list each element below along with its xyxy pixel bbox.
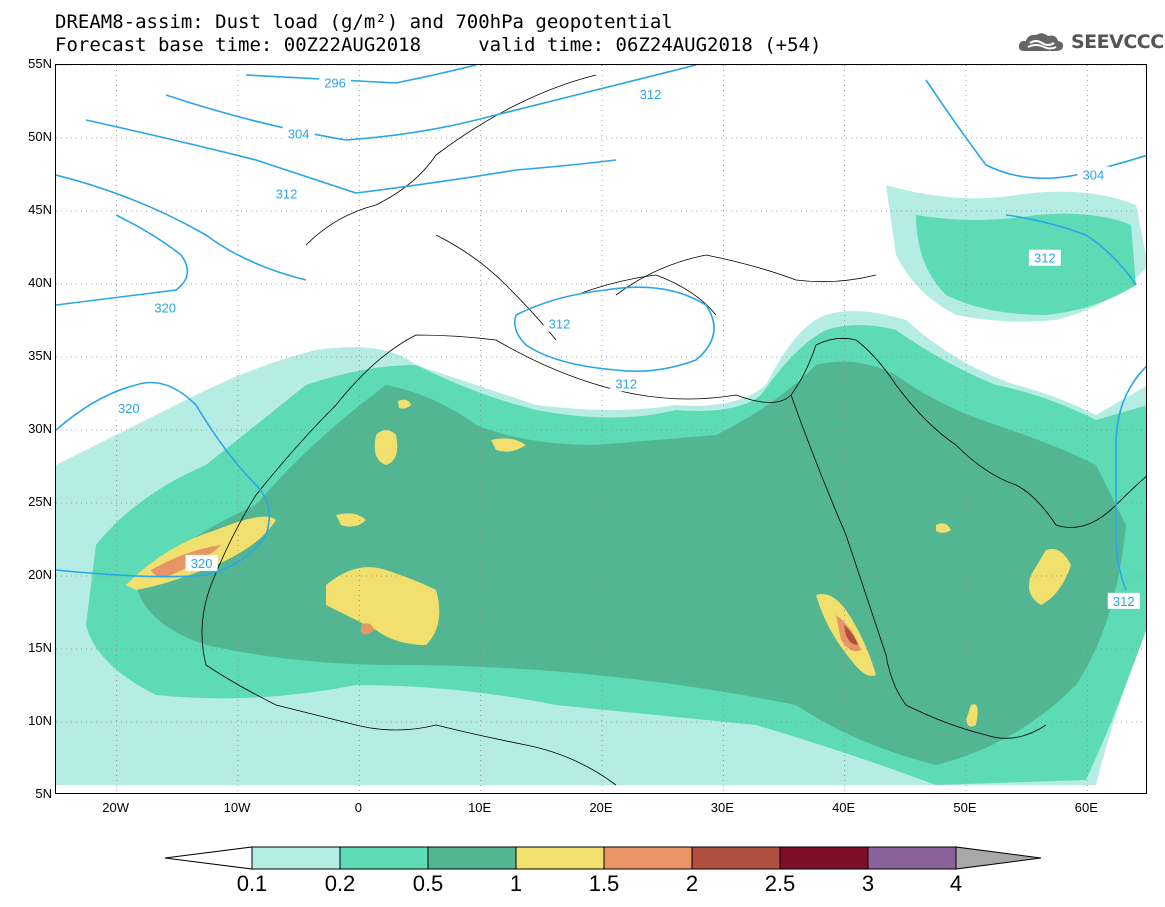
lat-tick-label: 30N [28,421,52,436]
logo-text: SEEVCCC [1071,31,1164,53]
lon-tick-label: 40E [832,800,856,815]
lat-tick-label: 5N [35,786,52,801]
lon-tick-label: 60E [1074,800,1098,815]
colorbar-level-label: 1.5 [588,871,620,896]
contour-label: 320 [154,300,176,315]
contour-label: 312 [549,316,571,331]
chart-title: DREAM8-assim: Dust load (g/m²) and 700hP… [55,11,673,33]
colorbar-level-label: 1 [509,871,523,896]
contour-label-bg [112,400,145,417]
contour-label-bg [1028,249,1061,266]
colorbar-swatch [867,846,957,870]
colorbar-swatch [427,846,517,870]
lon-tick-label: 10E [468,800,492,815]
contour-label: 304 [1083,168,1105,183]
lat-tick-label: 45N [28,202,52,217]
lat-tick-label: 20N [28,567,52,582]
contour-label-bg [149,299,182,316]
coastlines [201,74,1146,786]
contour-label-bg [185,554,218,571]
contour-label-bg [634,86,667,103]
colorbar-over-triangle [955,846,1042,870]
colorbar-level-label: 2 [685,871,699,896]
contour-label: 320 [118,401,140,416]
lat-tick-label: 15N [28,640,52,655]
contour-label-bg [282,125,315,142]
lon-tick-label: 20W [102,800,130,815]
lat-tick-label: 10N [28,713,52,728]
contour-label: 320 [191,556,213,571]
map-panel: 296 312 304 312 304 312 320 312 312 320 320 312 [55,64,1147,794]
contour-label: 312 [640,87,662,102]
geopotential-contours [56,65,1146,591]
colorbar-swatch [779,846,869,870]
colorbar-swatch [251,846,341,870]
dust-load-shading [56,185,1146,785]
lon-tick-label: 20E [589,800,613,815]
contour-label: 304 [288,127,310,142]
colorbar-level-label: 3 [861,871,875,896]
lon-tick-label: 30E [710,800,734,815]
contour-label: 312 [615,376,637,391]
map-gridlines [56,65,1146,793]
contour-label-bg [319,74,352,91]
lon-tick-label: 50E [953,800,977,815]
colorbar-level-label: 0.5 [412,871,444,896]
contour-label: 312 [1034,251,1056,266]
contour-labels: 296 312 304 312 304 312 320 312 312 320 320 312 [112,74,1140,609]
contour-label: 312 [1113,594,1135,609]
seevccc-logo: SEEVCCC [1016,27,1164,57]
lon-tick-label: 10W [223,800,251,815]
contour-label-bg [1077,166,1110,183]
colorbar-level-label: 0.2 [324,871,356,896]
chart-subtitle: Forecast base time: 00Z22AUG2018 valid t… [55,34,822,56]
contour-label: 296 [324,76,346,91]
colorbar-level-label: 4 [949,871,963,896]
colorbar-level-label: 0.1 [236,871,268,896]
colorbar-swatch [603,846,693,870]
lon-tick-label: 0 [354,800,362,815]
lat-tick-label: 25N [28,494,52,509]
colorbar-swatch [691,846,781,870]
colorbar-level-label: 2.5 [764,871,796,896]
lat-tick-label: 50N [28,129,52,144]
cloud-icon [1018,33,1064,51]
contour-label-bg [543,315,576,332]
contour-label-bg [610,375,643,392]
lat-tick-label: 55N [28,56,52,71]
lat-tick-label: 35N [28,348,52,363]
colorbar-swatch [515,846,605,870]
contour-label: 312 [276,186,298,201]
colorbar-under-triangle [164,846,253,870]
contour-label-bg [1107,592,1140,609]
dust-map: 296 312 304 312 304 312 320 312 312 320 320 312 [56,65,1146,793]
colorbar-swatch [339,846,429,870]
contour-label-bg [270,185,303,202]
lat-tick-label: 40N [28,275,52,290]
